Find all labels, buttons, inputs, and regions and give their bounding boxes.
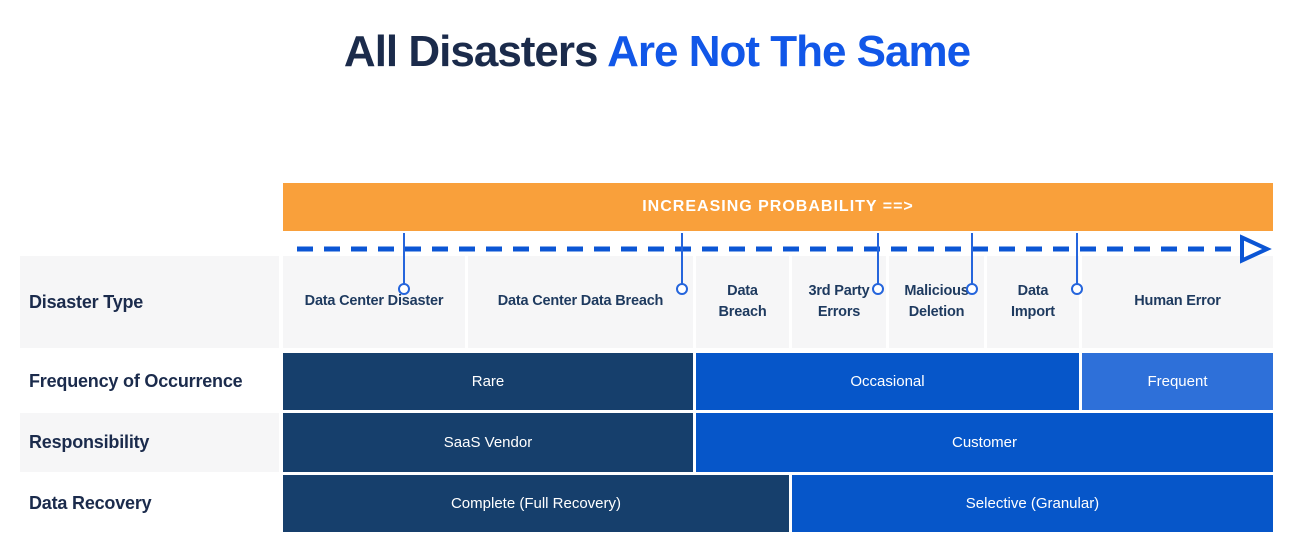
header-cell-text: Malicious Deletion [904, 282, 969, 320]
data-recovery-cell-complete: Complete (Full Recovery) [283, 475, 789, 532]
row-label-text: Data Recovery [29, 493, 152, 513]
cell-text: SaaS Vendor [443, 434, 533, 451]
cell-text: Complete (Full Recovery) [450, 495, 622, 512]
header-cell-text: Data Center Data Breach [497, 293, 664, 310]
disaster-type-data-breach: Data Breach [696, 256, 789, 348]
frequency-cell-occasional: Occasional [696, 353, 1079, 410]
row-label-disaster-type: Disaster Type [20, 256, 279, 348]
cell-text: Rare [471, 373, 505, 390]
header-cell-text: Data Breach [718, 282, 767, 320]
row-label-text: Responsibility [29, 432, 150, 452]
cell-text: Selective (Granular) [965, 495, 1100, 512]
disaster-type-data-import: Data Import [987, 256, 1079, 348]
data-recovery-cell-selective: Selective (Granular) [792, 475, 1273, 532]
frequency-cell-rare: Rare [283, 353, 693, 410]
frequency-cell-frequent: Frequent [1082, 353, 1273, 410]
disaster-type-malicious-deletion: Malicious Deletion [889, 256, 984, 348]
header-cell-text: Data Center Disaster [304, 293, 444, 310]
disaster-type-data-center-data-breach: Data Center Data Breach [468, 256, 693, 348]
row-label-frequency-of-occurrence: Frequency of Occurrence [20, 353, 279, 410]
cell-text: Frequent [1147, 373, 1208, 390]
row-label-text: Disaster Type [29, 291, 144, 312]
cell-text: Customer [951, 434, 1018, 451]
row-label-responsibility: Responsibility [20, 413, 279, 472]
row-label-text: Frequency of Occurrence [29, 371, 243, 391]
cell-text: Occasional [850, 373, 925, 390]
responsibility-cell-customer: Customer [696, 413, 1273, 472]
disaster-type-3rd-party-errors: 3rd Party Errors [792, 256, 886, 348]
increasing-probability-banner: INCREASING PROBABILITY ==> [283, 183, 1273, 231]
row-label-data-recovery: Data Recovery [20, 475, 279, 532]
header-cell-text: 3rd Party Errors [808, 282, 870, 320]
title-highlight: Are Not The Same [607, 27, 971, 76]
page-title: All Disasters Are Not The Same [0, 26, 1314, 78]
disaster-type-human-error: Human Error [1082, 256, 1273, 348]
header-cell-text: Human Error [1134, 293, 1221, 310]
title-prefix: All Disasters [343, 27, 599, 76]
responsibility-cell-saas-vendor: SaaS Vendor [283, 413, 693, 472]
header-cell-text: Data Import [1011, 282, 1055, 320]
banner-label: INCREASING PROBABILITY ==> [642, 198, 914, 215]
disaster-type-data-center-disaster: Data Center Disaster [283, 256, 465, 348]
